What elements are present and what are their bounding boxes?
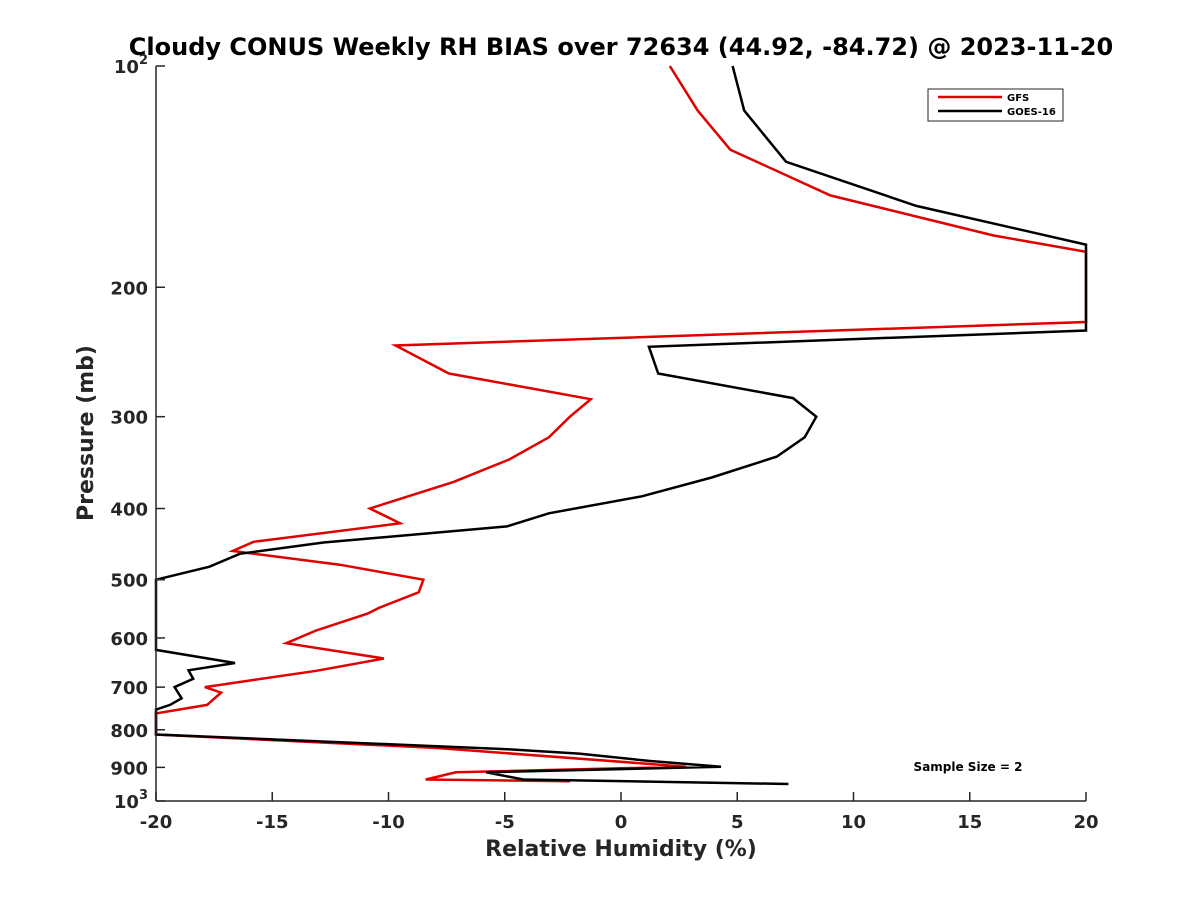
x-tick-label: 5 [731,812,744,833]
y-tick-label: 102 [114,53,148,78]
x-tick-label: -5 [495,812,515,833]
x-axis-label: Relative Humidity (%) [485,837,757,862]
x-tick-label: -10 [372,812,405,833]
y-tick-label: 300 [110,408,148,429]
legend-label-goes16: GOES-16 [1007,107,1056,118]
x-tick-label: 10 [841,812,866,833]
y-axis-label: Pressure (mb) [74,345,99,521]
legend-box [927,88,1064,122]
legend: GFS GOES-16 [927,88,1064,122]
chart-title: Cloudy CONUS Weekly RH BIAS over 72634 (… [129,33,1113,61]
x-axis-ticks: -20 -15 -10 -5 0 5 10 15 20 [140,792,1099,833]
y-tick-label: 700 [110,678,148,699]
y-tick-label: 200 [110,278,148,299]
x-tick-label: -20 [140,812,173,833]
y-tick-label: 103 [114,788,148,813]
y-tick-label: 500 [110,571,148,592]
y-tick-label: 800 [110,721,148,742]
y-tick-label: 600 [110,629,148,650]
x-tick-label: 0 [615,812,628,833]
y-axis-ticks: 102 200 300 400 500 600 700 800 900 103 [110,53,165,813]
x-tick-label: 20 [1073,812,1098,833]
y-tick-label: 900 [110,758,148,779]
x-tick-label: 15 [957,812,982,833]
legend-label-gfs: GFS [1007,93,1029,104]
plot-area: -20 -15 -10 -5 0 5 10 15 20 102 200 300 400 500 600 70… [110,53,1098,833]
plot-background [156,66,1086,801]
x-tick-label: -15 [256,812,289,833]
series-line-goes16 [154,65,1088,786]
sample-size-annotation: Sample Size = 2 [914,760,1023,774]
y-tick-label: 400 [110,500,148,521]
